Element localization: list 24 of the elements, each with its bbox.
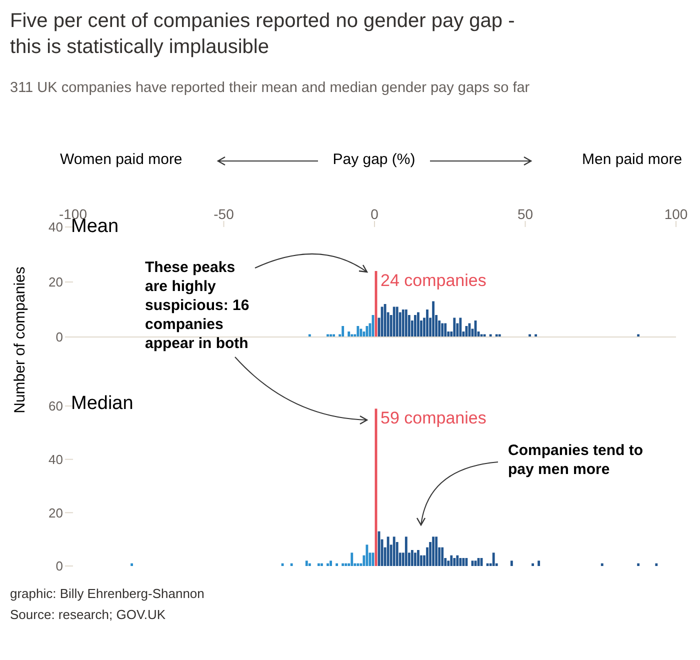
annotation: Companies tend to pay men more [508,441,644,479]
y-tick-label: 0 [56,330,63,345]
chart-title: Five per cent of companies reported no gender pay gap - this is statistically implausible [10,9,516,60]
text: Women paid more [60,151,182,168]
y-tick-label: 0 [56,558,63,574]
text: graphic: Billy Ehrenberg-Shannon [10,586,204,601]
x-axis-title: Pay gap (%) [332,151,416,168]
x-tick-label: -50 [214,206,234,222]
x-tick-label: 100 [664,206,688,222]
y-tick-label: 40 [48,452,63,467]
annotation: Median [71,393,134,415]
y-tick-label: 40 [48,220,63,235]
y-axis-title: Number of companies [12,266,28,414]
y-tick-label: 20 [48,274,63,290]
y-tick-label: 20 [48,505,63,520]
annotation: 24 companies [380,271,486,290]
x-tick-label: 50 [517,206,534,222]
text: Men paid more [582,151,682,168]
source-note: Source: research; GOV.UK [10,607,166,622]
y-tick-label: 60 [48,398,63,414]
x-tick-label: 0 [370,206,379,222]
annotation: 59 companies [380,408,486,428]
chart-subtitle: 311 UK companies have reported their mean and median gender pay gaps so far [10,80,530,96]
annotation: These peaks are highly suspicious: 16 companies appear in both [145,258,250,353]
